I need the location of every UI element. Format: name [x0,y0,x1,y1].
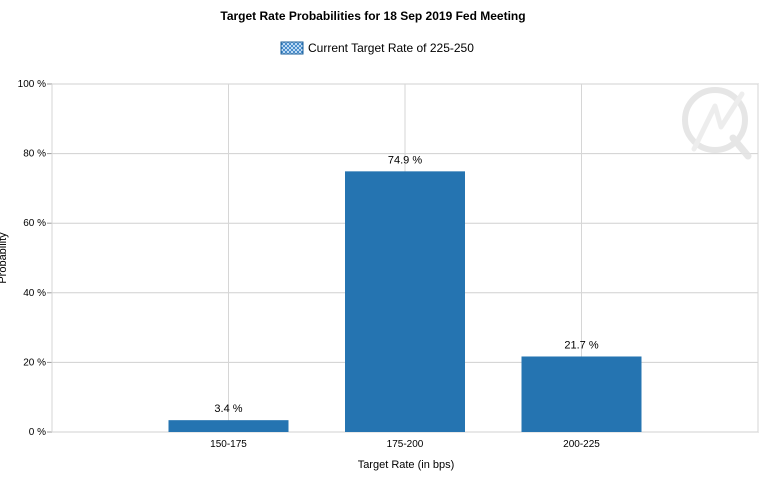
bar-200-225 [521,356,642,432]
data-label: 3.4 % [214,403,242,415]
y-tick-label: 20 % [23,357,46,368]
bar-175-200 [345,171,465,432]
legend: Current Target Rate of 225-250 [280,41,474,55]
watermark-q-logo [682,87,752,160]
data-label: 74.9 % [388,154,422,166]
x-axis-label: Target Rate (in bps) [358,459,455,471]
y-axis-label: Probability [0,232,9,284]
chart-title: Target Rate Probabilities for 18 Sep 201… [220,9,525,23]
x-tick-label: 200-225 [563,439,600,450]
y-tick-label: 0 % [29,427,46,438]
x-tick-label: 175-200 [387,439,424,450]
legend-label: Current Target Rate of 225-250 [308,41,474,55]
y-tick-label: 80 % [23,149,46,160]
x-tick-label: 150-175 [210,439,247,450]
y-tick-label: 40 % [23,288,46,299]
y-tick-label: 60 % [23,218,46,229]
bars-layer: 3.4 % 150-175 74.9 % 175-200 21.7 % 200-225 [168,154,642,450]
y-tick-label: 100 % [18,79,46,90]
legend-swatch [280,41,304,55]
data-label: 21.7 % [564,339,598,351]
bar-150-175 [168,420,289,432]
